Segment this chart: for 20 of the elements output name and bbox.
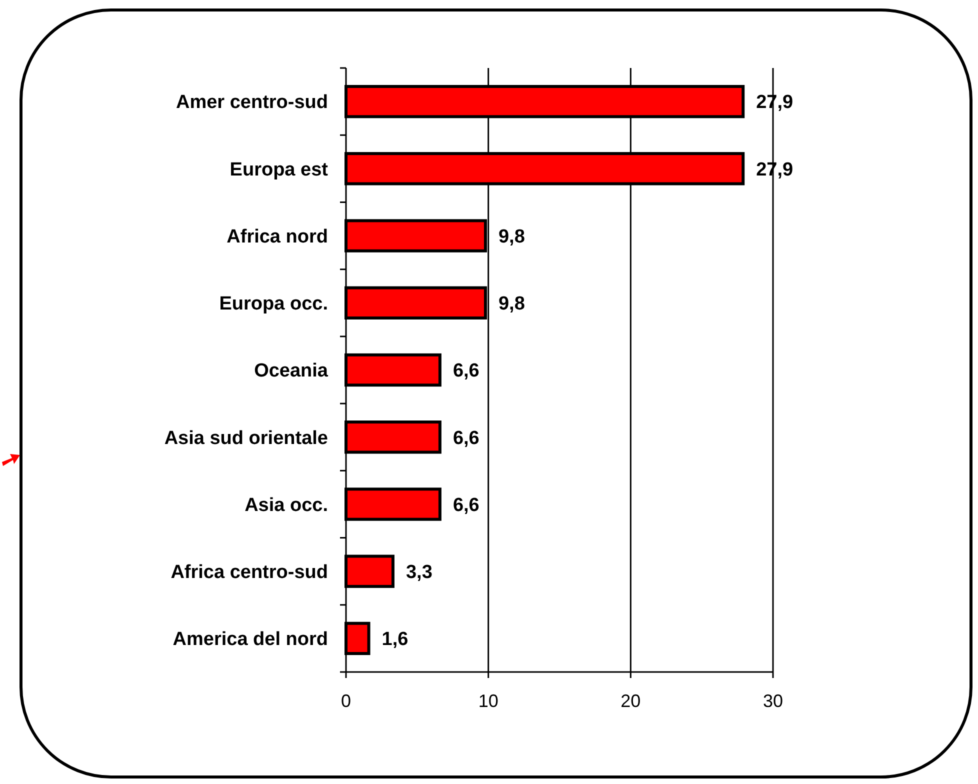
y-tick-label: Asia sud orientale: [164, 428, 328, 449]
y-tick-label: Africa nord: [226, 226, 328, 248]
y-tick-label: Europa occ.: [219, 294, 328, 315]
x-tick-label: 30: [762, 691, 784, 711]
x-tick-label: 10: [478, 691, 498, 711]
y-tick-label: Europa est: [230, 159, 329, 180]
data-label: 6,6: [452, 428, 480, 449]
x-tick-label: 20: [620, 691, 641, 711]
data-label: 6,6: [452, 494, 480, 516]
data-label: 3,3: [406, 562, 432, 583]
y-tick-label: Asia occ.: [244, 494, 328, 516]
y-tick-label: Amer centro-sud: [176, 92, 328, 114]
y-tick-label: America del nord: [172, 629, 328, 650]
y-tick-label: Oceania: [254, 360, 328, 382]
x-tick-label: 0: [340, 691, 352, 711]
y-tick-label: Africa centro-sud: [170, 562, 328, 583]
data-label: 9,8: [498, 294, 525, 315]
data-label: 6,6: [452, 360, 480, 382]
data-label: 1,6: [382, 629, 408, 650]
data-label: 9,8: [498, 226, 525, 248]
